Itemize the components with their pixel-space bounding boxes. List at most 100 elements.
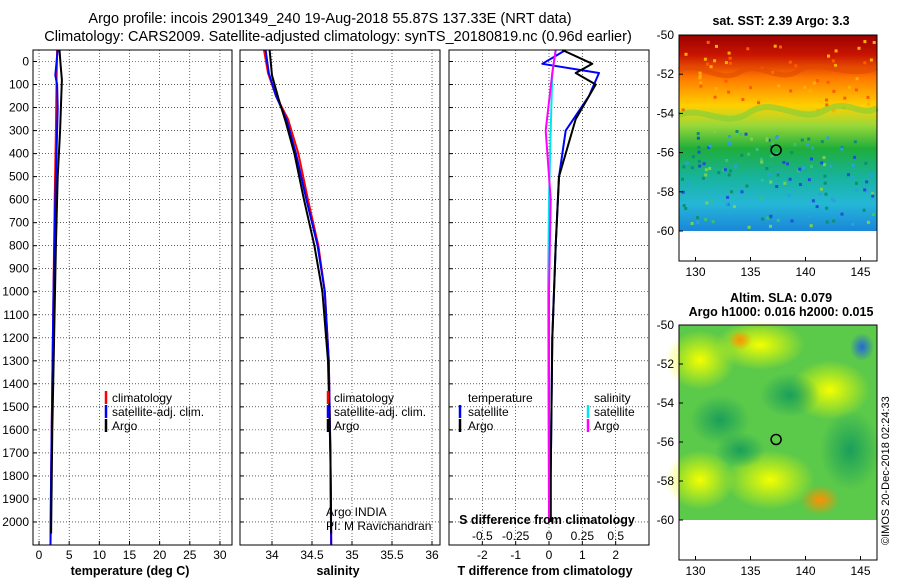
sst-speckle-cell xyxy=(803,85,807,89)
map-y-tick-label: -50 xyxy=(657,28,675,42)
y-tick-label: 1000 xyxy=(2,285,29,299)
sst-speckle-cell xyxy=(788,177,792,181)
sst-speckle-cell xyxy=(808,89,812,93)
y-tick-label: 300 xyxy=(9,124,29,138)
sst-speckle-cell xyxy=(708,144,712,148)
sst-speckle-cell xyxy=(802,166,806,170)
y-tick-label: 1800 xyxy=(2,469,29,483)
sst-speckle-cell xyxy=(728,142,732,145)
sst-speckle-cell xyxy=(709,65,713,69)
sst-speckle-cell xyxy=(681,108,685,112)
x-tick-label: 34.5 xyxy=(300,548,324,562)
temperature-panel: 0100200300400500600700800900100011001200… xyxy=(2,49,233,578)
sst-speckle-cell xyxy=(862,208,866,212)
sst-speckle-cell xyxy=(853,155,857,159)
difference-panel: -2 -1 0 1 2 -0.5 -0.25 0 0.25 0.5 T difference fr… xyxy=(448,49,650,578)
sst-speckle-cell xyxy=(846,173,850,177)
sst-speckle-cell xyxy=(863,40,867,44)
sst-speckle-cell xyxy=(855,188,859,192)
sst-speckle-cell xyxy=(766,216,770,220)
sst-speckle-cell xyxy=(776,171,780,175)
y-tick-label: 500 xyxy=(9,170,29,184)
sst-speckle-cell xyxy=(810,165,813,168)
sst-speckle-cell xyxy=(769,180,773,184)
sst-speckle-cell xyxy=(864,161,868,165)
x-top-tick-label: -0.5 xyxy=(472,529,493,543)
sst-speckle-cell xyxy=(818,192,822,196)
sst-speckle-cell xyxy=(765,137,769,141)
map-x-tick-label: 140 xyxy=(795,564,815,578)
sst-speckle-cell xyxy=(759,157,763,161)
sst-argo-position-marker xyxy=(770,144,782,156)
sst-speckle-cell xyxy=(825,206,829,210)
map-y-tick-label: -56 xyxy=(657,146,675,160)
sst-speckle-cell xyxy=(857,46,861,50)
map-x-tick-label: 130 xyxy=(685,265,705,279)
x-tick-label: 10 xyxy=(93,548,107,562)
sst-speckle-cell xyxy=(746,47,750,51)
sst-speckle-cell xyxy=(757,101,761,105)
sst-speckle-cell xyxy=(708,167,712,170)
sla-no-data-area xyxy=(679,520,877,560)
sst-speckle-cell xyxy=(798,167,802,171)
sst-front-1 xyxy=(677,63,878,79)
sst-speckle-cell xyxy=(776,173,780,177)
sst-speckle-cell xyxy=(851,163,855,167)
sst-speckle-cell xyxy=(739,132,743,136)
sst-speckle-cell xyxy=(832,89,836,93)
sst-speckle-cell xyxy=(779,45,782,49)
salinity-axes: 34 34.5 35 35.5 36 xyxy=(240,61,439,562)
y-tick-label: 100 xyxy=(9,78,29,92)
sst-map-frame xyxy=(678,34,878,262)
sst-speckle-cell xyxy=(825,98,828,102)
sst-speckle-cell xyxy=(697,150,701,154)
sst-speckle-cell xyxy=(704,173,708,177)
sst-speckle-cell xyxy=(823,181,827,185)
sst-speckle-cell xyxy=(789,89,793,93)
sst-speckle-cell xyxy=(865,180,869,184)
sst-speckle-cell xyxy=(863,61,867,65)
imos-credit: ©IMOS 20-Dec-2018 02:24:33 xyxy=(880,396,892,545)
sst-speckle-cell xyxy=(820,161,824,165)
temperature-grid xyxy=(33,50,232,545)
sst-speckle-cell xyxy=(727,135,731,138)
sst-speckle-cell xyxy=(760,160,764,164)
sst-speckle-cell xyxy=(722,168,726,172)
temperature-axes: 0100200300400500600700800900100011001200… xyxy=(2,55,227,562)
sla-blob xyxy=(665,450,735,510)
legend-label-argo: Argo xyxy=(334,419,360,433)
sst-speckle-cell xyxy=(761,217,765,221)
series-line-climatology xyxy=(263,49,333,546)
legend-temperature-title: temperature xyxy=(468,391,533,405)
legend-label-satellite: satellite-adj. clim. xyxy=(334,405,426,419)
sst-speckle-cell xyxy=(705,201,709,205)
sst-speckle-cell xyxy=(760,178,764,182)
annotation-argo-india: Argo INDIA xyxy=(326,505,387,519)
sst-speckle-cell xyxy=(702,162,706,166)
sst-speckle-cell xyxy=(760,196,764,200)
sst-speckle-cell xyxy=(822,163,826,167)
salinity-frame xyxy=(239,49,441,546)
sst-speckle-cell xyxy=(866,95,870,99)
sst-speckle-cell xyxy=(787,193,791,197)
map-y-tick-label: -60 xyxy=(657,224,675,238)
map-x-tick-label: 135 xyxy=(740,265,760,279)
y-tick-label: 200 xyxy=(9,101,29,115)
sst-speckle-cell xyxy=(798,183,802,186)
map-x-tick-label: 145 xyxy=(850,564,870,578)
sst-speckle-cell xyxy=(863,188,867,192)
sst-speckle-cell xyxy=(855,77,859,81)
sla-blob xyxy=(760,373,820,417)
difference-xlabel: T difference from climatology xyxy=(457,564,632,578)
sst-speckle-cell xyxy=(777,84,781,88)
sst-speckle-cell xyxy=(806,143,810,147)
sst-speckle-cell xyxy=(727,90,731,94)
sst-front-2 xyxy=(677,103,879,122)
sst-speckle-cell xyxy=(727,51,731,55)
sst-speckle-cell xyxy=(703,57,707,61)
map-y-tick-label: -50 xyxy=(657,318,675,332)
sst-speckle-cell xyxy=(750,137,753,141)
x-top-tick-label: 0 xyxy=(546,529,553,543)
x-tick-label: 15 xyxy=(123,548,137,562)
